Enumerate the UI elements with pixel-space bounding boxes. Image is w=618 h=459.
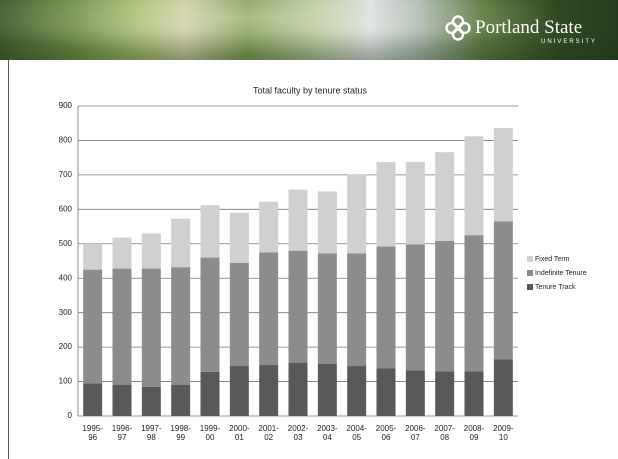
bar-segment <box>141 268 161 387</box>
legend-swatch <box>527 270 533 276</box>
x-tick-label: 1998-99 <box>170 424 191 442</box>
banner-shade <box>0 0 618 60</box>
x-tick-label: 1997-98 <box>141 424 162 442</box>
bar-segment <box>347 174 367 254</box>
legend-swatch <box>527 256 533 262</box>
y-tick-label: 500 <box>59 239 73 248</box>
bar-segment <box>200 257 220 372</box>
bar-segment <box>493 128 513 222</box>
x-tick-label: 2006-07 <box>405 424 426 442</box>
y-tick-label: 100 <box>59 377 73 386</box>
bar-segment <box>229 262 249 367</box>
bar-segment <box>347 366 367 416</box>
bar-segment <box>464 136 484 236</box>
bar-segment <box>435 371 455 416</box>
bar-segment <box>83 269 103 384</box>
bar-segment <box>405 370 425 416</box>
legend-label: Fixed Term <box>535 256 570 263</box>
bar-segment <box>259 252 279 366</box>
bar-segment <box>141 233 161 269</box>
y-tick-label: 200 <box>59 342 73 351</box>
x-tick-label: 1996-97 <box>111 424 133 442</box>
bar-segment <box>317 253 337 364</box>
x-tick-label: 2005-06 <box>375 424 397 442</box>
bar-segment <box>493 359 513 416</box>
bar-segment <box>259 365 279 416</box>
bar-segment <box>171 385 191 416</box>
y-tick-label: 600 <box>59 204 73 213</box>
bar-segment <box>259 201 279 253</box>
bar-segment <box>317 191 337 254</box>
bar-segment <box>112 268 132 385</box>
bar-segment <box>376 368 396 416</box>
bar-segment <box>376 246 396 369</box>
y-tick-label: 300 <box>59 308 73 317</box>
legend-label: Tenure Track <box>535 284 576 291</box>
bar-segment <box>200 205 220 258</box>
bar-segment <box>83 383 103 416</box>
bar-segment <box>229 212 249 263</box>
bar-segment <box>141 386 161 416</box>
banner: Portland State UNIVERSITY <box>0 0 618 60</box>
bar-segment <box>200 371 220 416</box>
logo-subtitle: UNIVERSITY <box>541 39 598 45</box>
x-tick-label: 1995-96 <box>82 424 103 442</box>
logo-mark <box>445 15 471 41</box>
y-tick-label: 800 <box>59 136 73 145</box>
x-tick-label: 2001-02 <box>258 424 279 442</box>
x-tick-label: 2000-01 <box>229 424 250 442</box>
bar-segment <box>376 162 396 247</box>
bar-segment <box>347 253 367 367</box>
chart-title: Total faculty by tenure status <box>253 85 368 95</box>
bar-segment <box>464 235 484 372</box>
bar-segment <box>493 221 513 360</box>
x-tick-label: 2004-05 <box>346 424 367 442</box>
bar-segment <box>171 267 191 385</box>
y-tick-label: 400 <box>59 273 73 282</box>
x-tick-label: 2009-10 <box>493 424 514 442</box>
y-tick-label: 0 <box>68 411 73 420</box>
x-tick-label: 2007-08 <box>434 424 455 442</box>
x-tick-label: 2003-04 <box>317 424 338 442</box>
bar-segment <box>288 250 308 363</box>
bar-segment <box>435 241 455 372</box>
bar-segment <box>317 363 337 416</box>
legend-swatch <box>527 284 533 290</box>
bar-segment <box>112 385 132 416</box>
bar-segment <box>229 366 249 416</box>
bar-segment <box>288 189 308 251</box>
legend-label: Indefinite Tenure <box>535 270 587 277</box>
bar-segment <box>112 237 132 269</box>
logo-name: Portland State <box>475 17 583 38</box>
x-tick-label: 1999-00 <box>199 424 221 442</box>
bar-segment <box>83 243 103 270</box>
frame-line <box>8 60 9 459</box>
bar-segment <box>405 161 425 245</box>
bar-segment <box>405 244 425 371</box>
bar-segment <box>435 152 455 242</box>
y-tick-label: 700 <box>59 170 73 179</box>
x-tick-label: 2002-03 <box>287 424 309 442</box>
bar-segment <box>171 218 191 268</box>
bar-segment <box>464 371 484 416</box>
bar-segment <box>288 362 308 416</box>
y-tick-label: 900 <box>59 101 73 110</box>
x-tick-label: 2008-09 <box>463 424 485 442</box>
